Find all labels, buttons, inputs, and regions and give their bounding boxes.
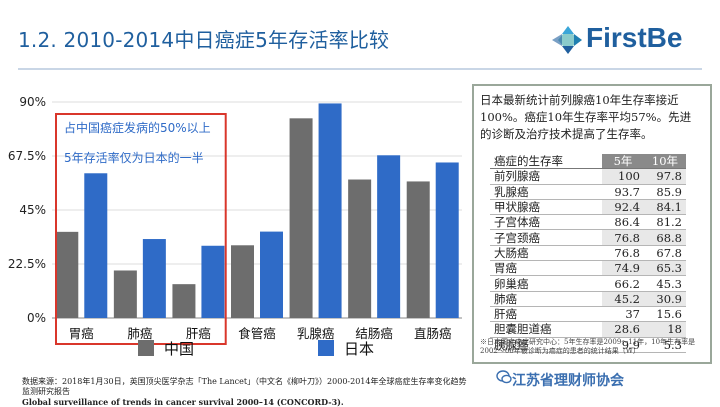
- table-cell-5y: 37: [602, 306, 644, 323]
- legend-swatch-japan: [318, 340, 334, 356]
- survival-table: 癌症的生存率 5年 10年 前列腺癌 100 97.8 乳腺癌 93.7 85.9 甲状腺癌…: [490, 154, 686, 353]
- table-cell-name: 大肠癌: [490, 245, 602, 262]
- y-tick-label: 0%: [27, 311, 46, 325]
- firstbe-logo: [552, 26, 582, 54]
- table-cell-10y: 5.3: [644, 337, 686, 353]
- source-line-1: 数据来源：2018年1月30日，英国顶尖医学杂志「The Lancet」（中文名…: [22, 377, 467, 396]
- table-row: 子宫体癌 86.4 81.2: [490, 214, 686, 231]
- x-tick-label: 肝癌: [186, 326, 211, 341]
- table-cell-5y: 28.6: [602, 321, 644, 338]
- source-note: 数据来源：2018年1月30日，英国顶尖医学杂志「The Lancet」（中文名…: [22, 377, 472, 407]
- source-line-2: Global surveillance of trends in cancer …: [22, 397, 344, 407]
- table-header-5y: 5年: [602, 154, 644, 170]
- table-cell-name: 前列腺癌: [490, 168, 602, 185]
- table-cell-10y: 18: [644, 321, 686, 338]
- x-tick-label: 肺癌: [127, 326, 152, 341]
- annotation-incidence: 占中国癌症发病的50%以上: [64, 120, 211, 135]
- table-cell-name: 子宫体癌: [490, 214, 602, 231]
- table-cell-10y: 97.8: [644, 168, 686, 185]
- y-tick-label: 90%: [19, 95, 46, 109]
- legend-label-china: 中国: [164, 340, 194, 358]
- bar-china: [289, 118, 313, 318]
- bar-japan: [142, 239, 166, 318]
- table-header-name: 癌症的生存率: [490, 154, 602, 170]
- table-header-row: 癌症的生存率 5年 10年: [490, 154, 686, 170]
- page-title: 1.2. 2010-2014中日癌症5年存活率比较: [18, 28, 390, 52]
- bar-japan: [377, 155, 401, 318]
- wechat-icon: [496, 370, 512, 384]
- table-cell-5y: 9.9: [602, 337, 644, 353]
- table-cell-5y: 45.2: [602, 291, 644, 307]
- title-divider: [18, 68, 702, 70]
- table-cell-name: 胃癌: [490, 260, 602, 277]
- table-header-10y: 10年: [644, 154, 686, 170]
- legend-label-japan: 日本: [344, 340, 374, 358]
- bar-china: [406, 181, 430, 318]
- table-cell-10y: 30.9: [644, 291, 686, 307]
- bar-china: [113, 270, 137, 318]
- x-tick-label: 直肠癌: [414, 326, 452, 341]
- table-row: 前列腺癌 100 97.8: [490, 168, 686, 185]
- table-cell-5y: 74.9: [602, 260, 644, 277]
- table-cell-name: 肺癌: [490, 291, 602, 307]
- table-cell-5y: 92.4: [602, 199, 644, 216]
- legend-swatch-china: [138, 340, 154, 356]
- table-cell-name: 胰腺癌: [490, 337, 602, 353]
- table-row: 胃癌 74.9 65.3: [490, 260, 686, 277]
- panel-footnote: ※日本国立癌症研究中心：5年生存率是2009～11年，10年生存率是2002～0…: [480, 338, 696, 355]
- table-cell-name: 乳腺癌: [490, 184, 602, 200]
- table-cell-10y: 45.3: [644, 275, 686, 292]
- table-cell-10y: 65.3: [644, 260, 686, 277]
- table-row: 乳腺癌 93.7 85.9: [490, 184, 686, 200]
- x-tick-label: 乳腺癌: [297, 326, 335, 341]
- panel-note: 日本最新统计前列腺癌10年生存率接近100%。癌症10年生存率平均57%。先进的…: [480, 93, 692, 141]
- table-row: 肝癌 37 15.6: [490, 306, 686, 323]
- bar-japan: [260, 231, 283, 318]
- x-tick-label: 胃癌: [69, 326, 94, 341]
- bar-china: [231, 245, 254, 318]
- logo-cross-icon: [552, 26, 582, 54]
- table-row: 胰腺癌 9.9 5.3: [490, 337, 686, 353]
- table-row: 甲状腺癌 92.4 84.1: [490, 199, 686, 216]
- table-cell-5y: 100: [602, 168, 644, 185]
- watermark-text: 江苏省理财师协会: [512, 373, 624, 389]
- y-tick-label: 45%: [19, 203, 46, 217]
- table-cell-5y: 66.2: [602, 275, 644, 292]
- table-cell-10y: 84.1: [644, 199, 686, 216]
- table-cell-name: 肝癌: [490, 306, 602, 323]
- bar-japan: [84, 173, 108, 318]
- x-tick-label: 食管癌: [238, 326, 276, 341]
- table-row: 大肠癌 76.8 67.8: [490, 245, 686, 262]
- y-tick-label: 67.5%: [8, 149, 46, 163]
- table-cell-name: 胆囊胆道癌: [490, 321, 602, 338]
- table-cell-name: 卵巢癌: [490, 275, 602, 292]
- bar-japan: [201, 245, 225, 318]
- bar-china: [348, 179, 372, 318]
- table-cell-10y: 67.8: [644, 245, 686, 262]
- bar-japan: [318, 103, 342, 318]
- x-tick-label: 结肠癌: [355, 326, 393, 341]
- bar-china: [55, 231, 79, 318]
- table-cell-10y: 85.9: [644, 184, 686, 200]
- bar-china: [172, 284, 196, 318]
- logo-text: FirstBe: [586, 22, 683, 53]
- table-cell-10y: 68.8: [644, 229, 686, 246]
- table-cell-5y: 86.4: [602, 214, 644, 231]
- bar-japan: [435, 162, 459, 318]
- table-row: 肺癌 45.2 30.9: [490, 291, 686, 307]
- table-cell-10y: 15.6: [644, 306, 686, 323]
- table-row: 卵巢癌 66.2 45.3: [490, 275, 686, 292]
- survival-bar-chart: 0% 22.5% 45% 67.5% 90% 胃癌 肺癌 肝癌 食管癌 乳腺癌 结肠癌 直肠癌 占中国癌…: [8, 95, 462, 358]
- table-cell-5y: 76.8: [602, 229, 644, 246]
- highlight-box: [55, 113, 227, 345]
- table-cell-5y: 76.8: [602, 245, 644, 262]
- y-tick-label: 22.5%: [8, 257, 46, 271]
- table-cell-10y: 81.2: [644, 214, 686, 231]
- table-row: 胆囊胆道癌 28.6 18: [490, 321, 686, 338]
- table-cell-name: 甲状腺癌: [490, 199, 602, 216]
- table-cell-name: 子宫颈癌: [490, 229, 602, 246]
- table-row: 子宫颈癌 76.8 68.8: [490, 229, 686, 246]
- table-cell-5y: 93.7: [602, 184, 644, 200]
- annotation-survival: 5年存活率仅为日本的一半: [64, 150, 204, 165]
